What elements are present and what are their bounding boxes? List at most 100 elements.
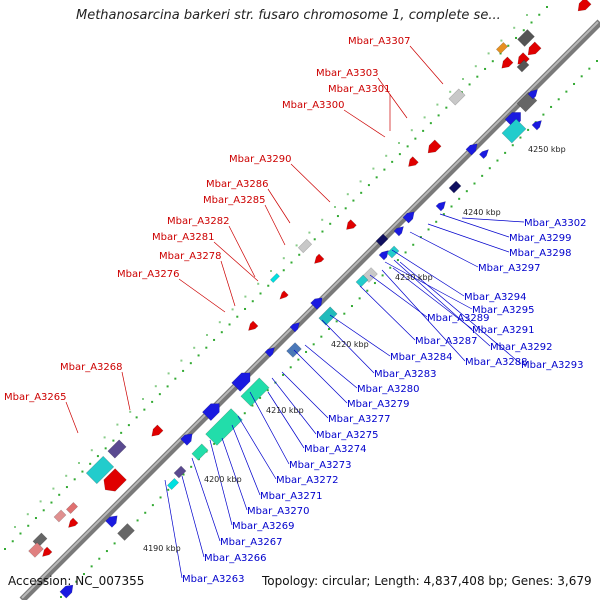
gc-dot xyxy=(481,174,484,177)
reverse-gene-label: Mbar_A3290 xyxy=(229,154,292,165)
gc-dot xyxy=(565,90,568,93)
forward-gene-label: Mbar_A3289 xyxy=(427,313,490,324)
gc-dot xyxy=(398,153,401,156)
gc-dot xyxy=(244,307,247,310)
gc-dot xyxy=(450,205,453,208)
forward-leader-line xyxy=(231,424,261,496)
forward-gene-label: Mbar_A3270 xyxy=(247,506,310,517)
gc-dot xyxy=(159,496,162,499)
gene-feature xyxy=(53,509,67,523)
reverse-gene-label: Mbar_A3278 xyxy=(159,251,222,262)
gc-skew-dots xyxy=(4,6,598,598)
gc-dot xyxy=(52,487,55,490)
gc-dot xyxy=(445,106,448,109)
gc-dot xyxy=(167,488,170,491)
reverse-gene-label: Mbar_A3265 xyxy=(4,392,67,403)
gc-dot xyxy=(350,305,353,308)
forward-leader-line xyxy=(409,231,479,268)
gc-dot xyxy=(414,137,417,140)
gc-dot xyxy=(135,416,138,419)
forward-gene-label: Mbar_A3274 xyxy=(304,444,367,455)
gc-dot xyxy=(359,180,362,183)
reverse-gene-label: Mbar_A3285 xyxy=(203,195,266,206)
gc-dot xyxy=(511,144,514,147)
gc-dot xyxy=(244,295,247,298)
gc-dot xyxy=(151,504,154,507)
gc-dot xyxy=(383,168,386,171)
reverse-gene-label: Mbar_A3286 xyxy=(206,179,269,190)
forward-gene-label: Mbar_A3277 xyxy=(328,414,391,425)
gene-feature xyxy=(402,211,415,224)
kbp-tick-label: 4250 kbp xyxy=(528,145,566,154)
gc-dot xyxy=(27,524,30,527)
gene-feature xyxy=(68,517,79,528)
gc-dot xyxy=(228,323,231,326)
gc-dot xyxy=(166,385,169,388)
gc-dot xyxy=(113,542,116,545)
gene-feature xyxy=(103,468,127,492)
gc-dot xyxy=(112,439,115,442)
gc-dot xyxy=(462,78,464,80)
forward-leader-line xyxy=(209,439,233,526)
kbp-tick-label: 4240 kbp xyxy=(463,208,501,217)
gc-dot xyxy=(289,366,292,369)
gc-dot xyxy=(182,473,185,476)
gc-dot xyxy=(396,259,399,262)
gc-dot xyxy=(588,67,591,70)
gene-feature xyxy=(173,465,187,479)
gc-dot xyxy=(213,442,216,445)
gc-dot xyxy=(422,129,425,132)
accession-text: Accession: NC_007355 xyxy=(8,574,145,588)
reverse-leader-line xyxy=(121,371,131,411)
gene-feature xyxy=(264,347,275,358)
gene-feature xyxy=(117,523,135,541)
gc-dot xyxy=(65,486,68,489)
gc-dot xyxy=(295,244,298,247)
forward-gene-label: Mbar_A3288 xyxy=(465,357,528,368)
reverse-gene-label: Mbar_A3281 xyxy=(152,232,215,243)
reverse-leader-line xyxy=(65,401,79,434)
gc-dot xyxy=(468,83,471,86)
gc-dot xyxy=(573,82,576,85)
forward-leader-line xyxy=(321,319,375,374)
forward-leader-line xyxy=(427,223,510,253)
forward-leader-line xyxy=(329,314,391,357)
forward-leader-line xyxy=(359,285,416,341)
gc-dot xyxy=(290,261,293,264)
gc-dot xyxy=(257,282,260,285)
reverse-leader-line xyxy=(213,241,259,282)
reverse-gene-label: Mbar_A3301 xyxy=(328,84,391,95)
forward-gene-label: Mbar_A3263 xyxy=(182,574,245,585)
gc-dot xyxy=(385,154,388,157)
forward-leader-line xyxy=(267,391,305,449)
gc-dot xyxy=(205,346,208,349)
gc-dot xyxy=(58,493,61,496)
gene-feature xyxy=(375,233,389,247)
gc-dot xyxy=(19,532,22,535)
gc-dot xyxy=(526,14,528,16)
gc-dot xyxy=(474,65,477,68)
gc-dot xyxy=(144,511,147,514)
gc-dot xyxy=(358,297,361,300)
gc-dot xyxy=(527,128,530,131)
forward-gene-label: Mbar_A3284 xyxy=(390,352,453,363)
gene-feature xyxy=(42,546,53,557)
gc-dot xyxy=(220,331,223,334)
gc-dot xyxy=(391,160,394,163)
gc-dot xyxy=(343,312,346,315)
forward-gene-label: Mbar_A3299 xyxy=(509,233,572,244)
gc-dot xyxy=(104,447,107,450)
reverse-gene-label: Mbar_A3268 xyxy=(60,362,123,373)
gc-dot xyxy=(143,408,146,411)
gene-labels: Mbar_A3307 Mbar_A3303 Mbar_A3301 Mbar_A3300… xyxy=(4,36,587,585)
gene-feature xyxy=(205,408,243,446)
gc-dot xyxy=(404,251,407,254)
gene-feature xyxy=(378,250,389,261)
forward-gene-label: Mbar_A3302 xyxy=(524,218,587,229)
gc-dot xyxy=(436,103,439,106)
gc-dot xyxy=(513,26,516,29)
gc-dot xyxy=(522,29,525,32)
gc-dot xyxy=(142,398,144,400)
reverse-gene-label: Mbar_A3282 xyxy=(167,216,230,227)
reverse-gene-label: Mbar_A3300 xyxy=(282,100,345,111)
